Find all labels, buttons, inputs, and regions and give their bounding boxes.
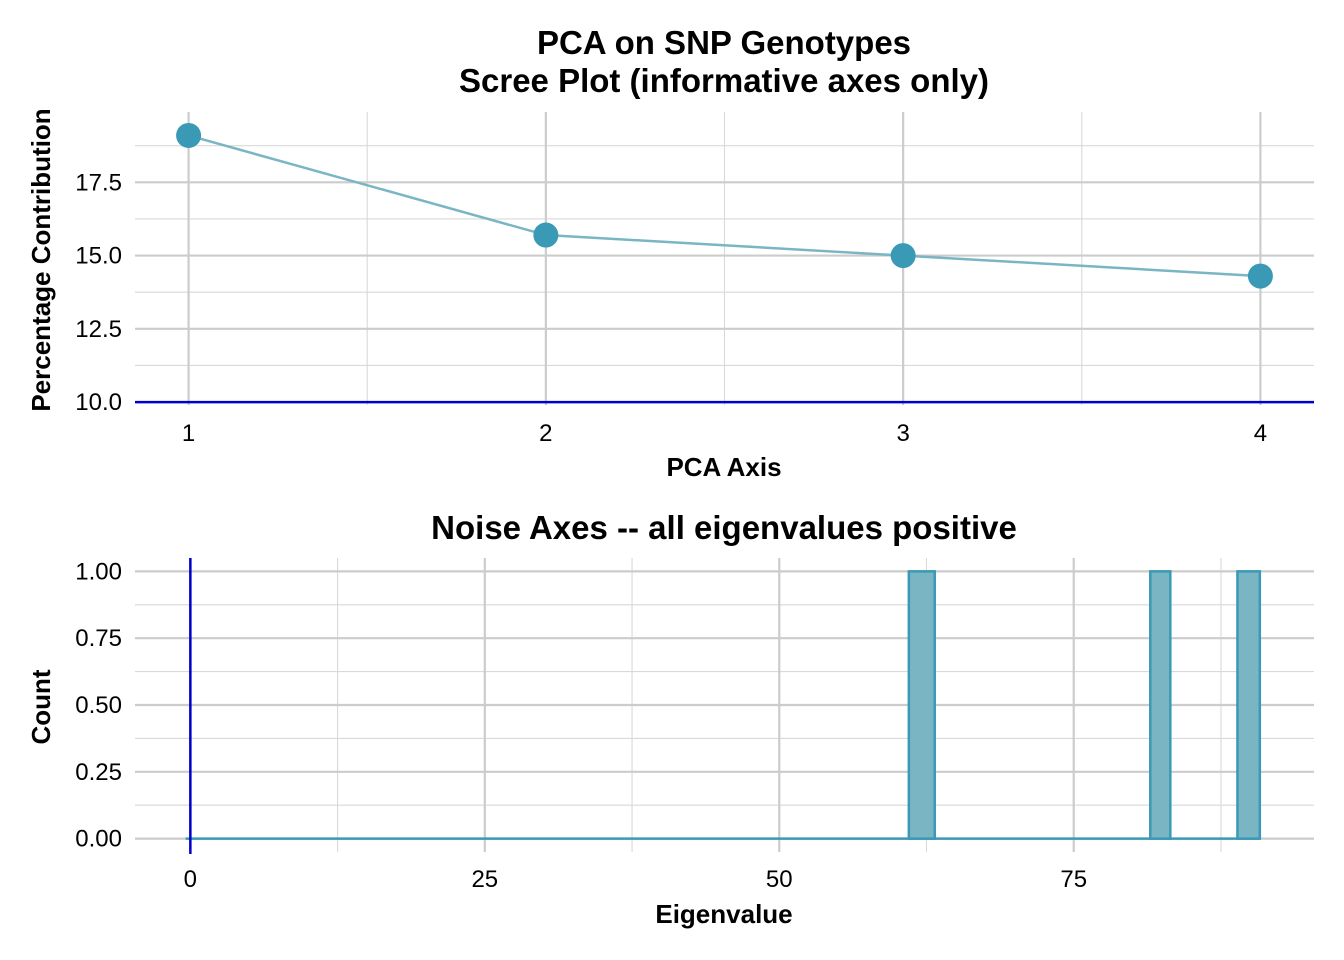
data-point [176, 122, 202, 148]
histogram-marks [185, 570, 1262, 840]
scree-plot-title: PCA on SNP Genotypes [537, 24, 911, 61]
scree-plot-subtitle: Scree Plot (informative axes only) [459, 62, 989, 99]
data-point [890, 243, 916, 269]
x-tick-label: 75 [1060, 866, 1087, 893]
scree-plot-grid [135, 112, 1314, 405]
y-tick-label: 15.0 [75, 243, 122, 270]
y-tick-label: 10.0 [75, 389, 122, 416]
data-point [1247, 263, 1273, 289]
histogram-y-ticks: 0.00 0.25 0.50 0.75 1.00 [75, 558, 122, 852]
histogram-bar [1236, 570, 1262, 840]
y-tick-label: 0.50 [75, 692, 122, 719]
histogram-title: Noise Axes -- all eigenvalues positive [431, 509, 1017, 546]
y-tick-label: 0.25 [75, 759, 122, 786]
x-tick-label: 4 [1254, 420, 1267, 447]
scree-plot-x-axis-title: PCA Axis [666, 452, 781, 482]
data-point [533, 222, 559, 248]
histogram-grid [135, 558, 1314, 852]
x-tick-label: 3 [896, 420, 909, 447]
scree-plot-marks [176, 122, 1273, 289]
x-tick-label: 25 [471, 866, 498, 893]
scree-plot-y-ticks: 10.0 12.5 15.0 17.5 [75, 169, 122, 416]
histogram-bar [1149, 570, 1172, 840]
x-tick-label: 0 [184, 866, 197, 893]
y-tick-label: 12.5 [75, 316, 122, 343]
x-tick-label: 2 [539, 420, 552, 447]
histogram-bar [907, 570, 936, 840]
series-line [188, 134, 1261, 278]
y-tick-label: 0.00 [75, 826, 122, 853]
histogram-panel: Noise Axes -- all eigenvalues positive 0… [26, 509, 1314, 929]
histogram-y-axis-title: Count [26, 669, 56, 744]
x-tick-label: 50 [766, 866, 793, 893]
y-tick-label: 17.5 [75, 169, 122, 196]
y-tick-label: 1.00 [75, 558, 122, 585]
scree-plot-y-axis-title: Percentage Contribution [26, 108, 56, 411]
x-tick-label: 1 [182, 420, 195, 447]
histogram-x-ticks: 0 25 50 75 [184, 866, 1087, 893]
scree-plot-x-ticks: 1 2 3 4 [182, 420, 1267, 447]
y-tick-label: 0.75 [75, 625, 122, 652]
scree-plot-panel: PCA on SNP Genotypes Scree Plot (informa… [26, 24, 1314, 482]
histogram-x-axis-title: Eigenvalue [655, 899, 792, 929]
